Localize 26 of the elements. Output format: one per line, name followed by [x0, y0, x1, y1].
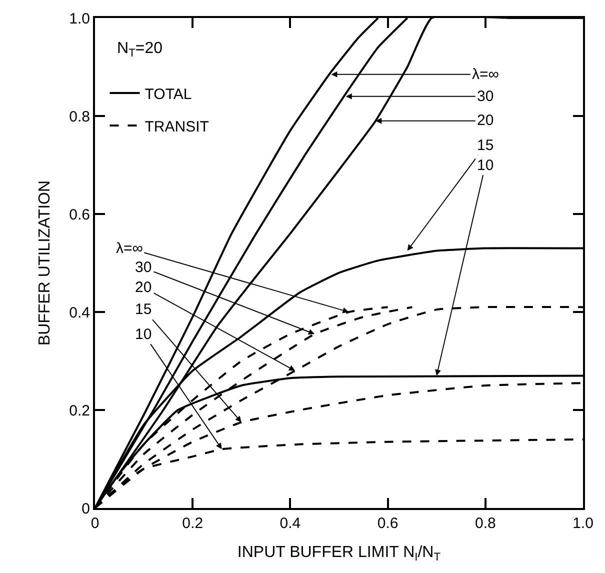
y-tick-label: 0.8 — [69, 108, 90, 126]
x-tick-label: 0.2 — [182, 515, 204, 532]
annotation: N$_{T}$=20 — [117, 40, 163, 60]
annotation: 20 — [135, 279, 152, 296]
x-tick-label: 0.6 — [377, 515, 398, 532]
y-tick-label: 0.6 — [69, 206, 90, 224]
y-axis-title: BUFFER UTILIZATION — [36, 180, 54, 346]
y-tick-label: 1.0 — [69, 10, 90, 28]
x-tick-label: 0.8 — [474, 515, 496, 532]
legend-label: TOTAL — [144, 86, 192, 103]
y-tick-label: 0.4 — [69, 304, 90, 322]
annotation: λ=∞ — [116, 240, 144, 257]
legend-label: TRANSIT — [144, 118, 209, 136]
annotation: 20 — [477, 112, 494, 129]
annotation: 30 — [477, 88, 494, 105]
annotation: 10 — [477, 157, 494, 174]
annotation: λ=∞ — [472, 66, 500, 83]
x-axis-title: INPUT BUFFER LIMIT N$_{I}$/N$_{T}$ — [237, 544, 441, 564]
x-tick-label: 0.4 — [280, 515, 301, 532]
annotation: 15 — [135, 301, 152, 318]
x-tick-label: 1.0 — [572, 515, 594, 532]
annotation: 10 — [135, 326, 152, 343]
annotation: 30 — [135, 259, 152, 276]
y-tick-label: 0 — [82, 500, 90, 518]
y-tick-label: 0.2 — [69, 402, 90, 420]
annotation: 15 — [477, 137, 494, 154]
